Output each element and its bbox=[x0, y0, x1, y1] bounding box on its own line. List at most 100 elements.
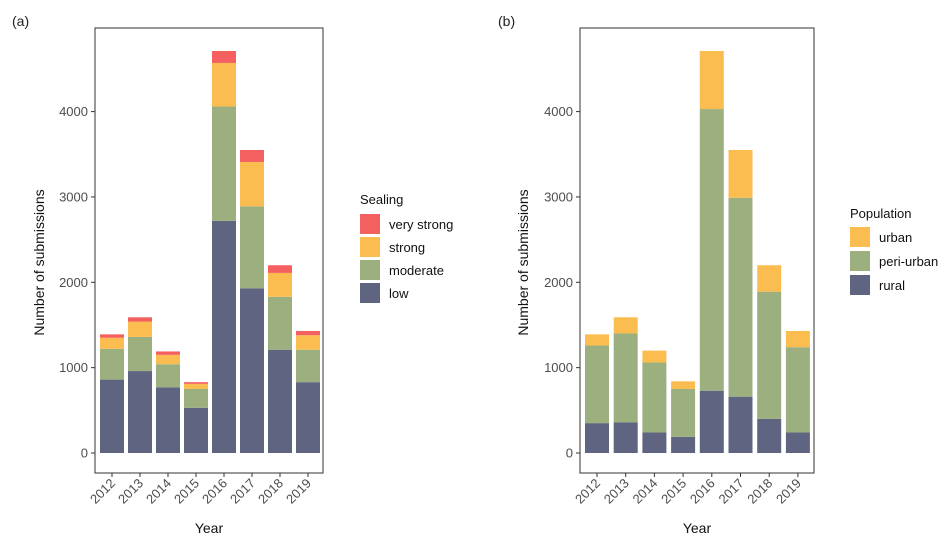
bar-very-strong-2014 bbox=[156, 351, 180, 355]
bar-very-strong-2013 bbox=[128, 317, 152, 322]
bar-rural-2013 bbox=[613, 422, 638, 453]
x-tick-label: 2019 bbox=[283, 476, 314, 507]
x-tick-label: 2015 bbox=[658, 476, 689, 507]
bar-peri-urban-2017 bbox=[728, 197, 753, 397]
bar-strong-2013 bbox=[128, 321, 152, 337]
bar-very-strong-2017 bbox=[240, 150, 264, 162]
bar-low-2013 bbox=[128, 371, 152, 453]
x-tick-label: 2012 bbox=[87, 476, 118, 507]
x-tick-label: 2016 bbox=[199, 476, 230, 507]
legend-swatch-urban bbox=[850, 227, 870, 247]
bar-urban-2014 bbox=[642, 350, 667, 363]
bar-moderate-2013 bbox=[128, 336, 152, 372]
bar-moderate-2017 bbox=[240, 206, 264, 289]
x-tick-label: 2015 bbox=[171, 476, 202, 507]
bar-peri-urban-2019 bbox=[785, 347, 810, 433]
legend-swatch-moderate bbox=[360, 260, 380, 280]
bar-urban-2013 bbox=[613, 317, 638, 334]
bar-peri-urban-2012 bbox=[585, 345, 609, 424]
plot-frame bbox=[579, 27, 815, 474]
bar-strong-2016 bbox=[212, 62, 236, 107]
bar-very-strong-2016 bbox=[212, 51, 236, 63]
bar-peri-urban-2015 bbox=[671, 388, 696, 437]
legend-label-rural: rural bbox=[879, 278, 905, 293]
bar-low-2017 bbox=[240, 288, 264, 453]
bar-rural-2019 bbox=[785, 432, 810, 453]
bar-very-strong-2012 bbox=[100, 334, 124, 338]
bar-urban-2019 bbox=[785, 330, 810, 348]
legend-swatch-low bbox=[360, 283, 380, 303]
x-tick-label: 2013 bbox=[601, 476, 632, 507]
bar-rural-2014 bbox=[642, 432, 667, 453]
y-tick-label: 3000 bbox=[544, 189, 573, 204]
x-tick-label: 2019 bbox=[773, 476, 804, 507]
bar-strong-2014 bbox=[156, 354, 180, 365]
bar-rural-2012 bbox=[585, 423, 609, 453]
bar-urban-2012 bbox=[585, 334, 609, 346]
bar-rural-2016 bbox=[699, 390, 724, 453]
legend-swatch-strong bbox=[360, 237, 380, 257]
bar-very-strong-2018 bbox=[268, 265, 292, 273]
x-tick-label: 2014 bbox=[629, 476, 660, 507]
legend: Population urban peri-urban rural bbox=[850, 206, 938, 295]
legend: Sealing very strong strong moderate low bbox=[360, 192, 453, 303]
x-tick-label: 2013 bbox=[115, 476, 146, 507]
bar-low-2015 bbox=[184, 407, 208, 453]
legend-label-urban: urban bbox=[879, 230, 912, 245]
y-axis-title: Number of submissions bbox=[31, 189, 47, 335]
bar-peri-urban-2018 bbox=[757, 291, 782, 419]
panel-label: (b) bbox=[498, 13, 515, 29]
legend-label-very-strong: very strong bbox=[389, 217, 453, 232]
y-axis-title: Number of submissions bbox=[515, 189, 531, 335]
bar-moderate-2015 bbox=[184, 388, 208, 408]
bar-moderate-2016 bbox=[212, 106, 236, 221]
bar-rural-2018 bbox=[757, 418, 782, 453]
y-tick-label: 2000 bbox=[59, 275, 88, 290]
bar-urban-2016 bbox=[699, 51, 724, 110]
legend-title: Sealing bbox=[360, 192, 403, 207]
x-tick-label: 2012 bbox=[572, 476, 603, 507]
legend-label-peri-urban: peri-urban bbox=[879, 254, 938, 269]
bar-peri-urban-2016 bbox=[699, 109, 724, 391]
bar-low-2019 bbox=[296, 382, 320, 453]
x-axis-title: Year bbox=[195, 520, 224, 534]
bar-very-strong-2019 bbox=[296, 330, 320, 336]
bar-urban-2018 bbox=[757, 265, 782, 292]
bar-very-strong-2015 bbox=[184, 382, 208, 384]
x-axis-title: Year bbox=[683, 520, 712, 534]
x-tick-label: 2017 bbox=[716, 476, 747, 507]
legend-swatch-peri-urban bbox=[850, 251, 870, 271]
y-tick-label: 2000 bbox=[544, 275, 573, 290]
legend-swatch-very-strong bbox=[360, 214, 380, 234]
bar-moderate-2012 bbox=[100, 348, 124, 380]
legend-title: Population bbox=[850, 206, 911, 221]
bar-strong-2018 bbox=[268, 272, 292, 297]
y-tick-label: 0 bbox=[81, 446, 88, 461]
y-tick-label: 4000 bbox=[544, 104, 573, 119]
legend-swatch-rural bbox=[850, 275, 870, 295]
bar-low-2014 bbox=[156, 387, 180, 453]
bar-strong-2019 bbox=[296, 335, 320, 350]
panel-label: (a) bbox=[12, 13, 29, 29]
legend-label-strong: strong bbox=[389, 240, 425, 255]
x-tick-label: 2016 bbox=[687, 476, 718, 507]
x-tick-label: 2018 bbox=[744, 476, 775, 507]
bar-strong-2017 bbox=[240, 161, 264, 207]
y-tick-label: 4000 bbox=[59, 104, 88, 119]
x-tick-label: 2018 bbox=[255, 476, 286, 507]
bar-moderate-2018 bbox=[268, 296, 292, 350]
bar-urban-2017 bbox=[728, 150, 753, 198]
bar-rural-2015 bbox=[671, 436, 696, 453]
bar-peri-urban-2013 bbox=[613, 333, 638, 423]
bar-strong-2015 bbox=[184, 383, 208, 389]
x-tick-label: 2017 bbox=[227, 476, 258, 507]
bar-rural-2017 bbox=[728, 396, 753, 453]
bar-low-2016 bbox=[212, 220, 236, 453]
bar-moderate-2019 bbox=[296, 349, 320, 383]
bar-strong-2012 bbox=[100, 337, 124, 349]
y-tick-label: 3000 bbox=[59, 189, 88, 204]
bar-urban-2015 bbox=[671, 381, 696, 389]
